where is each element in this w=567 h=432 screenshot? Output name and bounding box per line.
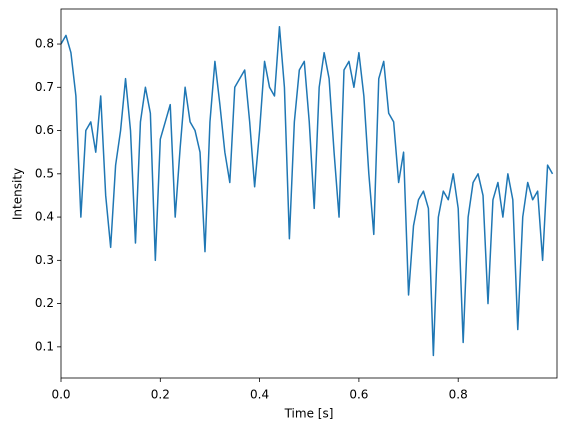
plot-frame (60, 8, 558, 379)
y-tick-label: 0.2 (35, 296, 54, 310)
y-axis-label: Intensity (11, 168, 25, 220)
x-tick-label: 0.8 (449, 388, 468, 402)
y-tick-label: 0.7 (35, 80, 54, 94)
y-tick-label: 0.4 (35, 210, 54, 224)
x-tick-label: 0.4 (250, 388, 269, 402)
y-tick-label: 0.5 (35, 166, 54, 180)
y-tick-label: 0.8 (35, 37, 54, 51)
y-tick-label: 0.1 (35, 339, 54, 353)
x-tick-label: 0.0 (51, 388, 70, 402)
data-line (61, 25, 554, 357)
x-tick-label: 0.6 (349, 388, 368, 402)
x-axis-label: Time [s] (284, 407, 334, 421)
x-tick-label: 0.2 (151, 388, 170, 402)
y-tick-label: 0.3 (35, 253, 54, 267)
y-tick-label: 0.6 (35, 123, 54, 137)
